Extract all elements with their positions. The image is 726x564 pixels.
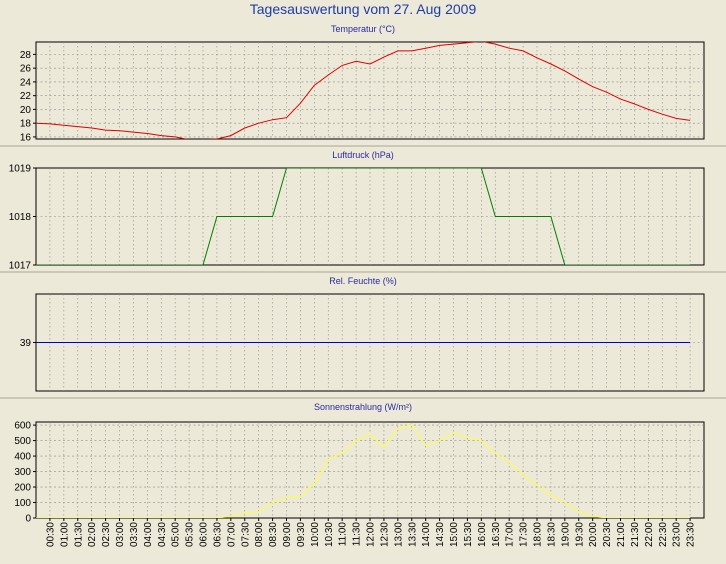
x-tick-label: 14:30 xyxy=(435,522,446,547)
page-title: Tagesauswertung vom 27. Aug 2009 xyxy=(249,1,477,17)
radiation-series-line xyxy=(36,424,691,518)
x-tick-label: 18:00 xyxy=(533,522,544,547)
x-tick-label: 19:00 xyxy=(560,522,571,547)
y-tick-label: 1018 xyxy=(9,212,32,223)
x-tick-label: 00:30 xyxy=(45,522,56,547)
x-tick-label: 07:30 xyxy=(240,522,251,547)
y-tick-label: 300 xyxy=(14,467,31,478)
x-tick-label: 09:30 xyxy=(296,522,307,547)
x-tick-label: 04:00 xyxy=(143,522,154,547)
x-tick-label: 10:30 xyxy=(324,522,335,547)
y-tick-label: 400 xyxy=(14,452,31,463)
panel-title: Temperatur (°C) xyxy=(331,24,395,34)
x-tick-label: 12:30 xyxy=(379,522,390,547)
y-tick-label: 16 xyxy=(20,132,32,143)
y-tick-label: 18 xyxy=(20,119,32,130)
x-tick-label: 06:30 xyxy=(212,522,223,547)
x-tick-label: 02:30 xyxy=(101,522,112,547)
x-tick-label: 16:30 xyxy=(491,522,502,547)
y-tick-label: 39 xyxy=(20,338,32,349)
x-tick-label: 20:30 xyxy=(602,522,613,547)
y-tick-label: 600 xyxy=(14,421,31,432)
x-tick-label: 21:00 xyxy=(616,522,627,547)
x-tick-label: 18:30 xyxy=(546,522,557,547)
y-tick-label: 100 xyxy=(14,498,31,509)
y-tick-label: 24 xyxy=(20,77,32,88)
y-tick-label: 0 xyxy=(25,514,31,525)
x-tick-label: 20:00 xyxy=(588,522,599,547)
x-tick-label: 22:30 xyxy=(658,522,669,547)
x-tick-label: 06:00 xyxy=(199,522,210,547)
y-tick-label: 22 xyxy=(20,91,32,102)
x-tick-label: 17:00 xyxy=(505,522,516,547)
x-tick-label: 12:00 xyxy=(366,522,377,547)
x-tick-label: 08:30 xyxy=(268,522,279,547)
x-tick-label: 23:00 xyxy=(672,522,683,547)
y-tick-label: 28 xyxy=(20,50,32,61)
x-tick-label: 13:00 xyxy=(393,522,404,547)
x-tick-label: 16:00 xyxy=(477,522,488,547)
y-tick-label: 1019 xyxy=(9,164,32,175)
y-tick-label: 20 xyxy=(20,105,32,116)
x-tick-label: 15:00 xyxy=(449,522,460,547)
x-tick-label: 21:30 xyxy=(630,522,641,547)
x-tick-label: 03:00 xyxy=(115,522,126,547)
x-tick-label: 19:30 xyxy=(574,522,585,547)
y-tick-label: 200 xyxy=(14,483,31,494)
x-tick-label: 11:30 xyxy=(352,522,363,547)
temperature-series-line xyxy=(36,42,691,139)
y-tick-label: 1017 xyxy=(9,261,32,272)
x-tick-label: 23:30 xyxy=(686,522,697,547)
x-tick-label: 15:30 xyxy=(463,522,474,547)
x-tick-label: 10:00 xyxy=(310,522,321,547)
y-tick-label: 26 xyxy=(20,64,32,75)
x-tick-label: 07:00 xyxy=(226,522,237,547)
x-tick-label: 09:00 xyxy=(282,522,293,547)
x-tick-label: 05:30 xyxy=(185,522,196,547)
x-tick-label: 03:30 xyxy=(129,522,140,547)
y-tick-label: 500 xyxy=(14,436,31,447)
panel-title: Rel. Feuchte (%) xyxy=(329,276,397,286)
panel-title: Sonnenstrahlung (W/m²) xyxy=(314,402,412,412)
panel-title: Luftdruck (hPa) xyxy=(332,150,394,160)
x-tick-label: 11:00 xyxy=(338,522,349,547)
x-tick-label: 14:00 xyxy=(421,522,432,547)
x-tick-label: 02:00 xyxy=(87,522,98,547)
x-tick-label: 22:00 xyxy=(644,522,655,547)
x-tick-label: 01:30 xyxy=(73,522,84,547)
x-tick-label: 04:30 xyxy=(157,522,168,547)
x-tick-label: 13:30 xyxy=(407,522,418,547)
x-tick-label: 17:30 xyxy=(519,522,530,547)
pressure-series-line xyxy=(36,168,691,265)
x-tick-label: 05:00 xyxy=(171,522,182,547)
x-tick-label: 08:00 xyxy=(254,522,265,547)
x-tick-label: 01:00 xyxy=(59,522,70,547)
